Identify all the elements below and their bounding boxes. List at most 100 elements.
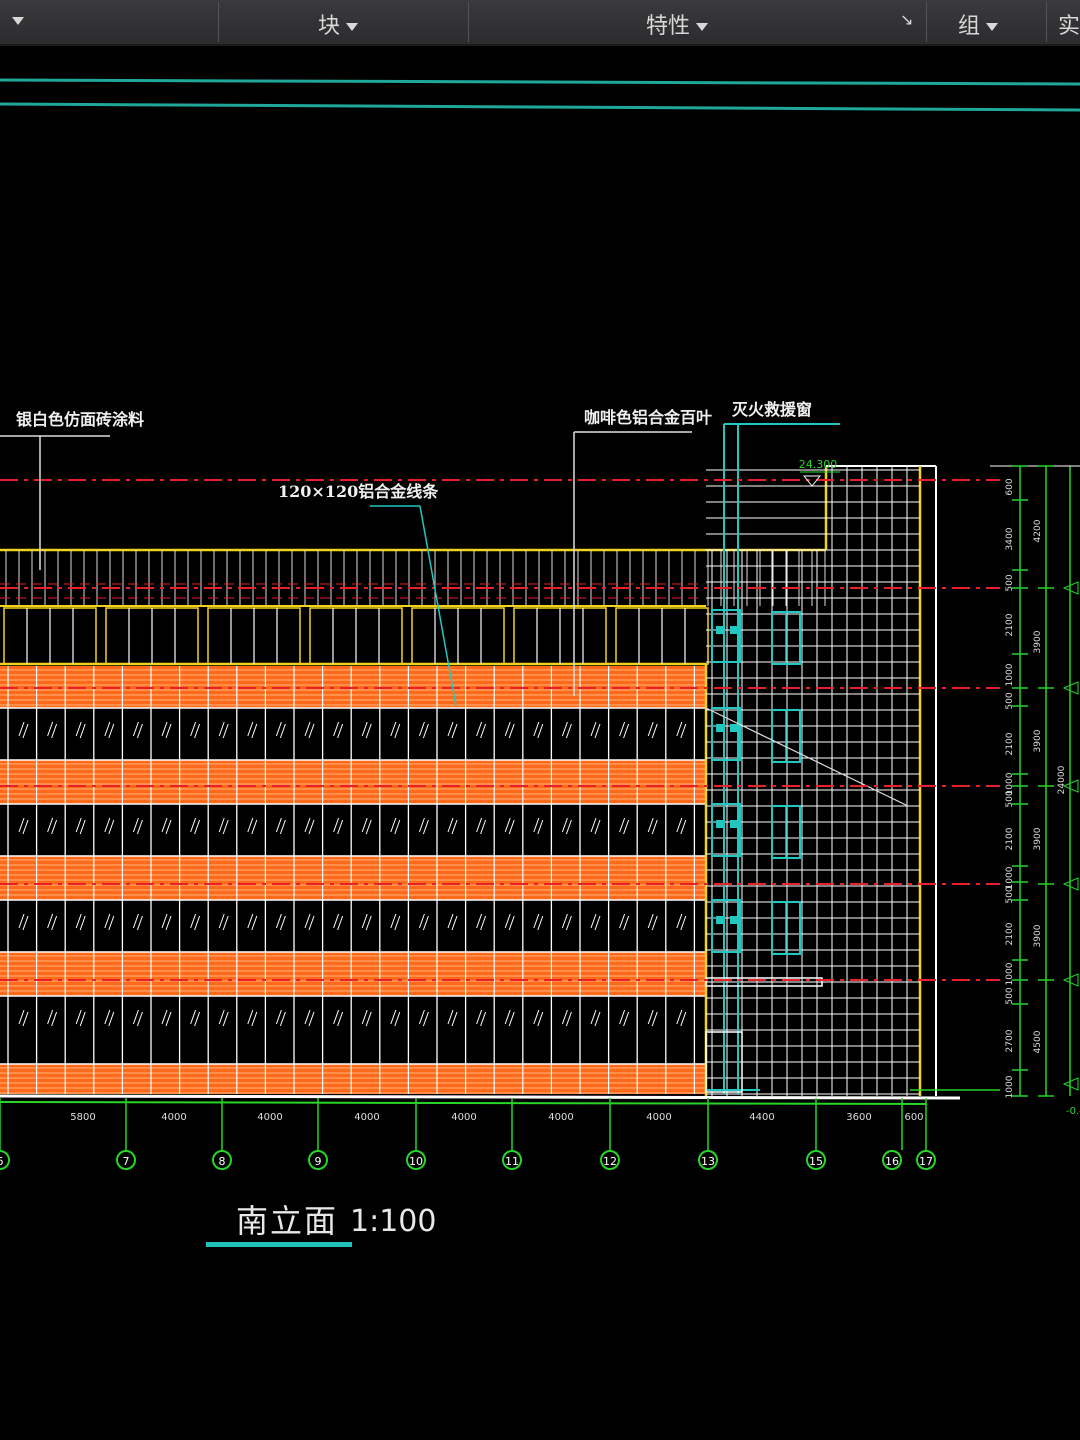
glass-hatch-line	[222, 1011, 229, 1027]
ribbon-dropdown-left[interactable]	[6, 8, 24, 33]
right-inner-dimension-text: 2100	[1005, 827, 1015, 850]
glass-hatch-line	[394, 915, 401, 931]
axis-label-12: 12	[603, 1155, 617, 1168]
glass-hatch-line	[333, 913, 340, 929]
glass-hatch-line	[79, 915, 86, 931]
glass-hatch-line	[161, 913, 168, 929]
glass-hatch-line	[676, 721, 683, 737]
glass-hatch-line	[508, 1011, 515, 1027]
fire-rescue-window	[711, 707, 741, 761]
ribbon-group-label: 组	[958, 14, 981, 39]
glass-hatch-line	[476, 1009, 483, 1025]
glass-hatch-line	[418, 913, 425, 929]
level-marker-icon	[1062, 779, 1079, 793]
glass-hatch-line	[619, 817, 626, 833]
glass-hatch-line	[275, 817, 282, 833]
bay-dimension-text: 4000	[646, 1112, 671, 1123]
ribbon-separator	[218, 2, 219, 42]
glass-hatch-line	[447, 913, 454, 929]
axis-bubble	[212, 1150, 232, 1170]
window-handle-mark	[716, 820, 724, 828]
glass-hatch-line	[165, 723, 172, 739]
glass-hatch-line	[251, 1011, 258, 1027]
glass-hatch-line	[480, 1011, 487, 1027]
window-handle-mark	[716, 916, 724, 924]
chevron-down-icon	[346, 23, 359, 31]
glass-hatch-line	[504, 1009, 511, 1025]
chevron-down-icon	[12, 17, 24, 25]
glass-hatch-line	[22, 915, 29, 931]
glass-hatch-line	[676, 913, 683, 929]
axis-label-16: 16	[885, 1155, 899, 1168]
glass-hatch-line	[623, 819, 630, 835]
right-inner-dimension-text: 2700	[1005, 1029, 1015, 1052]
glass-hatch-line	[361, 721, 368, 737]
glass-hatch-line	[279, 915, 286, 931]
glass-hatch-line	[222, 723, 229, 739]
glass-hatch-line	[51, 723, 58, 739]
orange-louver-band	[0, 856, 706, 900]
glass-hatch-line	[222, 819, 229, 835]
glass-hatch-line	[47, 817, 54, 833]
level-marker-icon	[1062, 581, 1079, 595]
glass-hatch-line	[136, 915, 143, 931]
glass-hatch-line	[279, 723, 286, 739]
dimension-lines: 5800 4000 4000 4000 4000 4000 4000 4400 3600 600 6…	[0, 465, 1080, 1170]
glass-hatch-line	[647, 721, 654, 737]
axis-bubble	[600, 1150, 620, 1170]
bay-dimension-text: 4000	[161, 1112, 186, 1123]
ribbon-properties-panel[interactable]: 特性	[646, 8, 709, 40]
glass-hatch-line	[680, 915, 687, 931]
glass-hatch-line	[190, 817, 197, 833]
glass-hatch-line	[647, 817, 654, 833]
glass-hatch-line	[337, 723, 344, 739]
glass-hatch-line	[680, 1011, 687, 1027]
ribbon-group-panel[interactable]: 组	[958, 8, 999, 40]
chevron-down-icon	[696, 23, 709, 31]
glass-hatch-line	[275, 913, 282, 929]
ribbon-block-panel[interactable]: 块	[318, 8, 359, 40]
glass-hatch-line	[647, 913, 654, 929]
glass-hatch-line	[447, 1009, 454, 1025]
glass-hatch-line	[75, 1009, 82, 1025]
level-marker-icon	[1062, 877, 1079, 891]
glass-hatch-line	[132, 913, 139, 929]
axis-bubble	[308, 1150, 328, 1170]
ground-line	[0, 1094, 961, 1100]
glass-hatch-line	[361, 913, 368, 929]
glass-hatch-line	[590, 721, 597, 737]
glass-hatch-line	[651, 819, 658, 835]
ribbon-utilities-panel[interactable]: 实	[1058, 8, 1080, 40]
axis-label-6: 6	[0, 1155, 4, 1168]
glass-hatch-line	[304, 817, 311, 833]
glass-hatch-line	[132, 1009, 139, 1025]
orange-louver-band	[0, 952, 706, 996]
axis-bubble	[806, 1150, 826, 1170]
right-inner-dimension-text: 500	[1005, 574, 1015, 591]
glass-hatch-line	[394, 1011, 401, 1027]
glass-hatch-line	[418, 1009, 425, 1025]
bay-dimension-text: 5800	[70, 1112, 95, 1123]
glass-hatch-line	[533, 721, 540, 737]
axis-label-10: 10	[409, 1155, 423, 1168]
glass-hatch-line	[619, 913, 626, 929]
level-marker-icon	[1062, 681, 1079, 695]
glass-hatch-line	[165, 915, 172, 931]
glass-hatch-line	[537, 819, 544, 835]
right-inner-dimension-text: 2100	[1005, 732, 1015, 755]
glass-hatch-line	[108, 819, 115, 835]
right-outer-dimension-text: 4200	[1033, 519, 1043, 542]
ribbon-launcher-icon[interactable]: ↘	[900, 10, 914, 29]
glass-hatch-line	[590, 913, 597, 929]
orange-louver-band	[0, 760, 706, 804]
glass-hatch-line	[247, 817, 254, 833]
glass-hatch-line	[533, 1009, 540, 1025]
glass-hatch-line	[623, 723, 630, 739]
axis-bubble	[916, 1150, 936, 1170]
ribbon-separator	[926, 2, 927, 42]
glass-hatch-line	[279, 1011, 286, 1027]
bottom-dimension-line	[0, 1101, 927, 1105]
glass-hatch-line	[476, 817, 483, 833]
glass-hatch-line	[161, 817, 168, 833]
